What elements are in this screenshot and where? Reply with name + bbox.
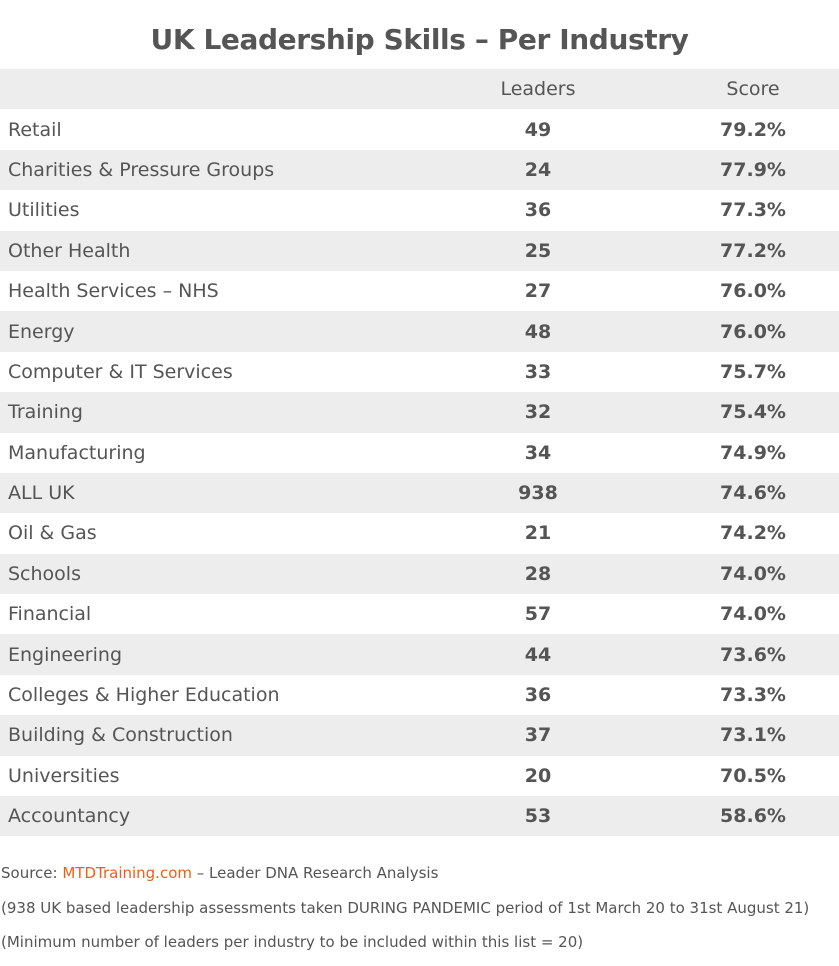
score-value: 73.6% (720, 643, 786, 666)
table-row: Engineering 44 73.6% (0, 634, 839, 675)
score-value: 70.5% (720, 764, 786, 787)
table-row: Financial 57 74.0% (0, 594, 839, 634)
table-row: Other Health 25 77.2% (0, 230, 839, 271)
table-row: Retail 49 79.2% (0, 109, 839, 149)
industry-name: Energy (8, 320, 75, 343)
leaders-count: 32 (524, 401, 552, 424)
table-row: Charities & Pressure Groups 24 77.9% (0, 149, 839, 191)
score-value: 75.4% (720, 401, 786, 424)
industry-name: Financial (8, 603, 92, 626)
table-row: Training 32 75.4% (0, 392, 839, 433)
table-row: ALL UK 938 74.6% (0, 472, 839, 514)
source-prefix: Source: (1, 864, 63, 882)
assessment-note: (938 UK based leadership assessments tak… (1, 898, 810, 917)
leaders-count: 33 (524, 360, 552, 383)
leaders-count: 25 (524, 239, 552, 262)
industry-name: Manufacturing (8, 441, 146, 464)
score-value: 74.0% (720, 603, 786, 626)
leaders-count: 34 (524, 441, 552, 464)
industry-name: Engineering (8, 643, 122, 666)
score-value: 76.0% (720, 320, 786, 343)
industry-name: Training (8, 401, 83, 424)
score-value: 73.3% (720, 684, 786, 707)
table-row: Accountancy 53 58.6% (0, 796, 839, 837)
industry-name: Schools (8, 562, 81, 585)
table-row: Oil & Gas 21 74.2% (0, 513, 839, 553)
industry-name: Building & Construction (8, 724, 233, 747)
leaders-count: 27 (524, 280, 552, 303)
table-row: Computer & IT Services 33 75.7% (0, 352, 839, 392)
score-value: 74.9% (720, 441, 786, 464)
leaders-count: 20 (524, 764, 552, 787)
leaders-count: 49 (524, 118, 552, 141)
score-value: 77.3% (720, 199, 786, 222)
source-line: Source: MTDTraining.com – Leader DNA Res… (1, 862, 839, 897)
table-row: Utilities 36 77.3% (0, 190, 839, 230)
leaders-count: 53 (524, 805, 552, 828)
leaders-count: 28 (524, 562, 552, 585)
score-value: 58.6% (720, 805, 786, 828)
table-row: Manufacturing 34 74.9% (0, 433, 839, 473)
leaders-count: 36 (524, 684, 552, 707)
industry-name: Accountancy (8, 805, 131, 828)
score-value: 75.7% (720, 360, 786, 383)
leaders-count: 57 (524, 603, 552, 626)
industry-name: Utilities (8, 199, 80, 222)
industry-name: Retail (8, 118, 62, 141)
page-title: UK Leadership Skills – Per Industry (150, 23, 689, 56)
table-row: Energy 48 76.0% (0, 311, 839, 352)
table-header-row: Leaders Score (0, 69, 839, 110)
industry-name: Charities & Pressure Groups (8, 158, 275, 181)
leaders-count: 44 (524, 643, 552, 666)
leaders-count: 938 (518, 482, 558, 505)
leaders-count: 48 (524, 320, 552, 343)
score-value: 77.9% (720, 158, 786, 181)
source-link[interactable]: MTDTraining.com (62, 864, 192, 882)
table-row: Universities 20 70.5% (0, 756, 839, 796)
leaders-count: 36 (524, 199, 552, 222)
table-row: Colleges & Higher Education 36 73.3% (0, 675, 839, 715)
score-value: 74.0% (720, 562, 786, 585)
industry-name: Oil & Gas (8, 522, 97, 545)
score-value: 77.2% (720, 239, 786, 262)
score-value: 74.6% (720, 482, 786, 505)
table-row: Building & Construction 37 73.1% (0, 715, 839, 756)
header-score: Score (726, 78, 780, 101)
industry-name: Colleges & Higher Education (8, 684, 280, 707)
industry-name: Health Services – NHS (8, 280, 219, 303)
source-notes: Source: MTDTraining.com – Leader DNA Res… (1, 862, 839, 966)
score-value: 73.1% (720, 724, 786, 747)
score-value: 74.2% (720, 522, 786, 545)
leaders-count: 37 (524, 724, 552, 747)
industry-name: Computer & IT Services (8, 360, 233, 383)
industry-name: ALL UK (8, 482, 75, 505)
industry-table: Leaders Score Retail 49 79.2% Charities & Pre… (0, 69, 839, 837)
header-leaders: Leaders (500, 78, 576, 101)
industry-name: Universities (8, 764, 120, 787)
industry-name: Other Health (8, 239, 131, 262)
score-value: 79.2% (720, 118, 786, 141)
table-row: Schools 28 74.0% (0, 553, 839, 595)
leaders-count: 21 (524, 522, 552, 545)
minimum-note: (Minimum number of leaders per industry … (1, 933, 584, 951)
source-suffix: – Leader DNA Research Analysis (192, 864, 439, 882)
table-row: Health Services – NHS 27 76.0% (0, 271, 839, 311)
leaders-count: 24 (524, 158, 552, 181)
score-value: 76.0% (720, 280, 786, 303)
